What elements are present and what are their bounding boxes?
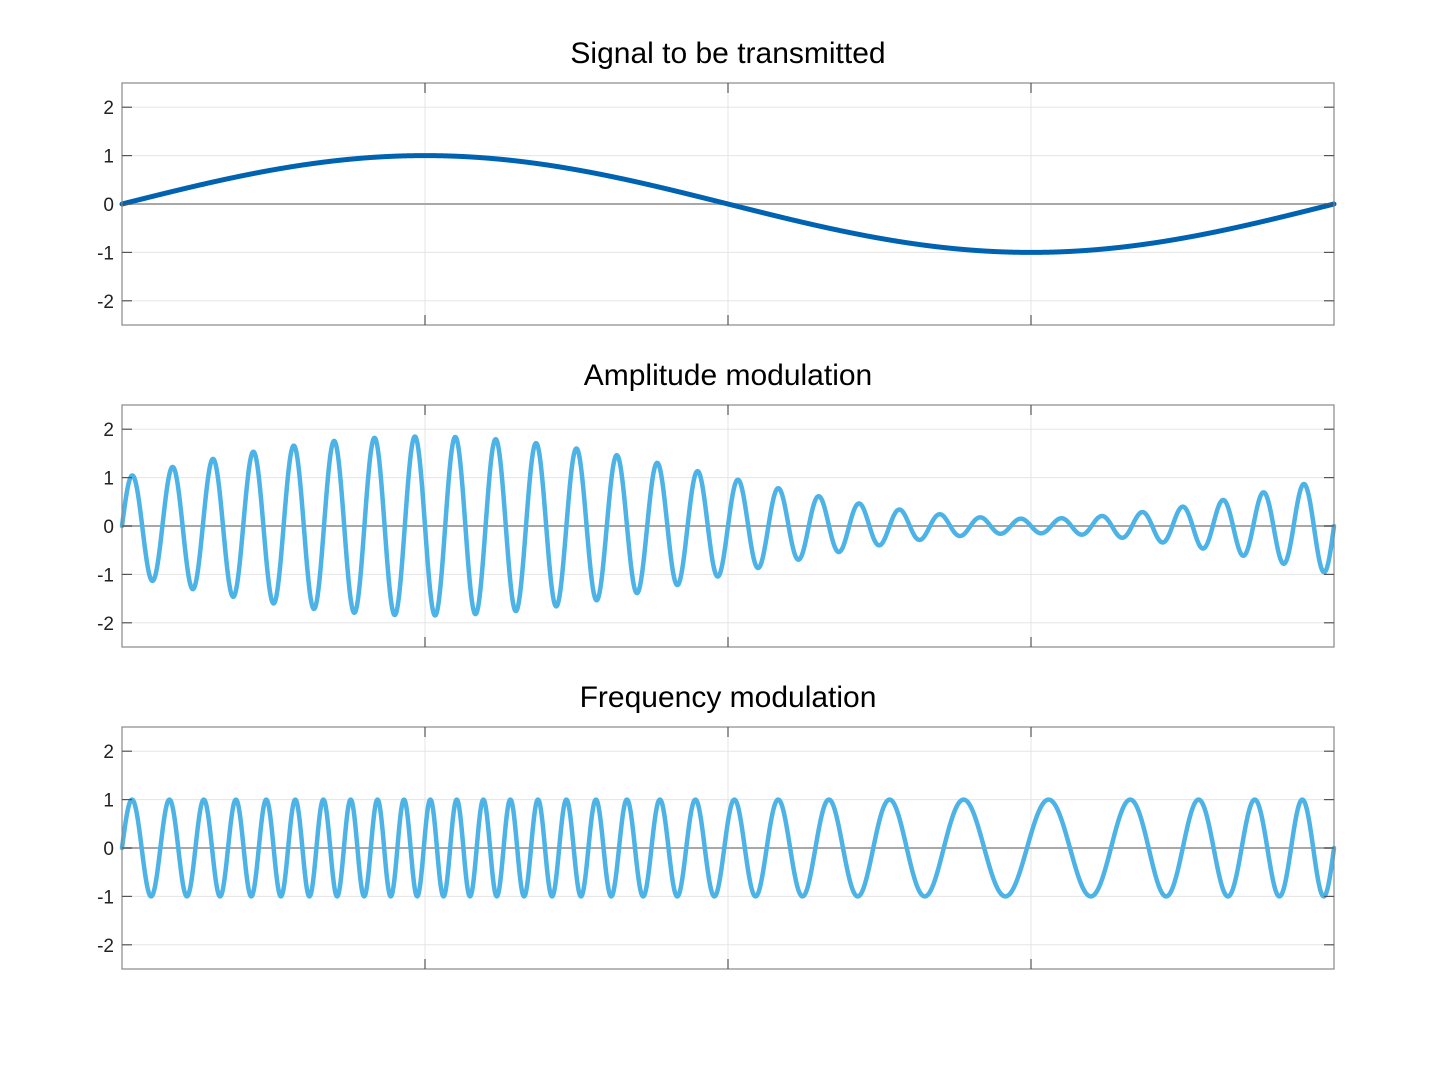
y-tick-label: -2 [97, 614, 114, 635]
y-tick-label: 0 [103, 195, 114, 216]
y-tick-label: -1 [97, 243, 114, 264]
y-tick-label: 1 [103, 469, 114, 490]
series-line [119, 434, 1337, 618]
y-tick-label: -1 [97, 887, 114, 908]
y-tick-label: 1 [103, 147, 114, 168]
y-tick-label: 0 [103, 839, 114, 860]
series-line [119, 153, 1337, 255]
y-tick-label: -2 [97, 936, 114, 957]
subplot-3: Frequency modulation 2 1 0 -1 -2 [97, 681, 1337, 970]
subplot-1: Signal to be transmitted 2 1 0 -1 -2 [97, 37, 1337, 326]
y-tick-label: -1 [97, 565, 114, 586]
y-tick-label: 2 [103, 742, 114, 763]
y-tick-label: 1 [103, 791, 114, 812]
y-tick-label: 2 [103, 420, 114, 441]
chart-title: Amplitude modulation [584, 359, 873, 392]
y-tick-label: 0 [103, 517, 114, 538]
series-line [119, 797, 1337, 899]
subplot-2: Amplitude modulation 2 1 0 -1 -2 [97, 359, 1337, 648]
y-tick-label: 2 [103, 98, 114, 119]
y-tick-label: -2 [97, 292, 114, 313]
chart-title: Signal to be transmitted [570, 37, 885, 70]
chart-title: Frequency modulation [580, 681, 877, 714]
